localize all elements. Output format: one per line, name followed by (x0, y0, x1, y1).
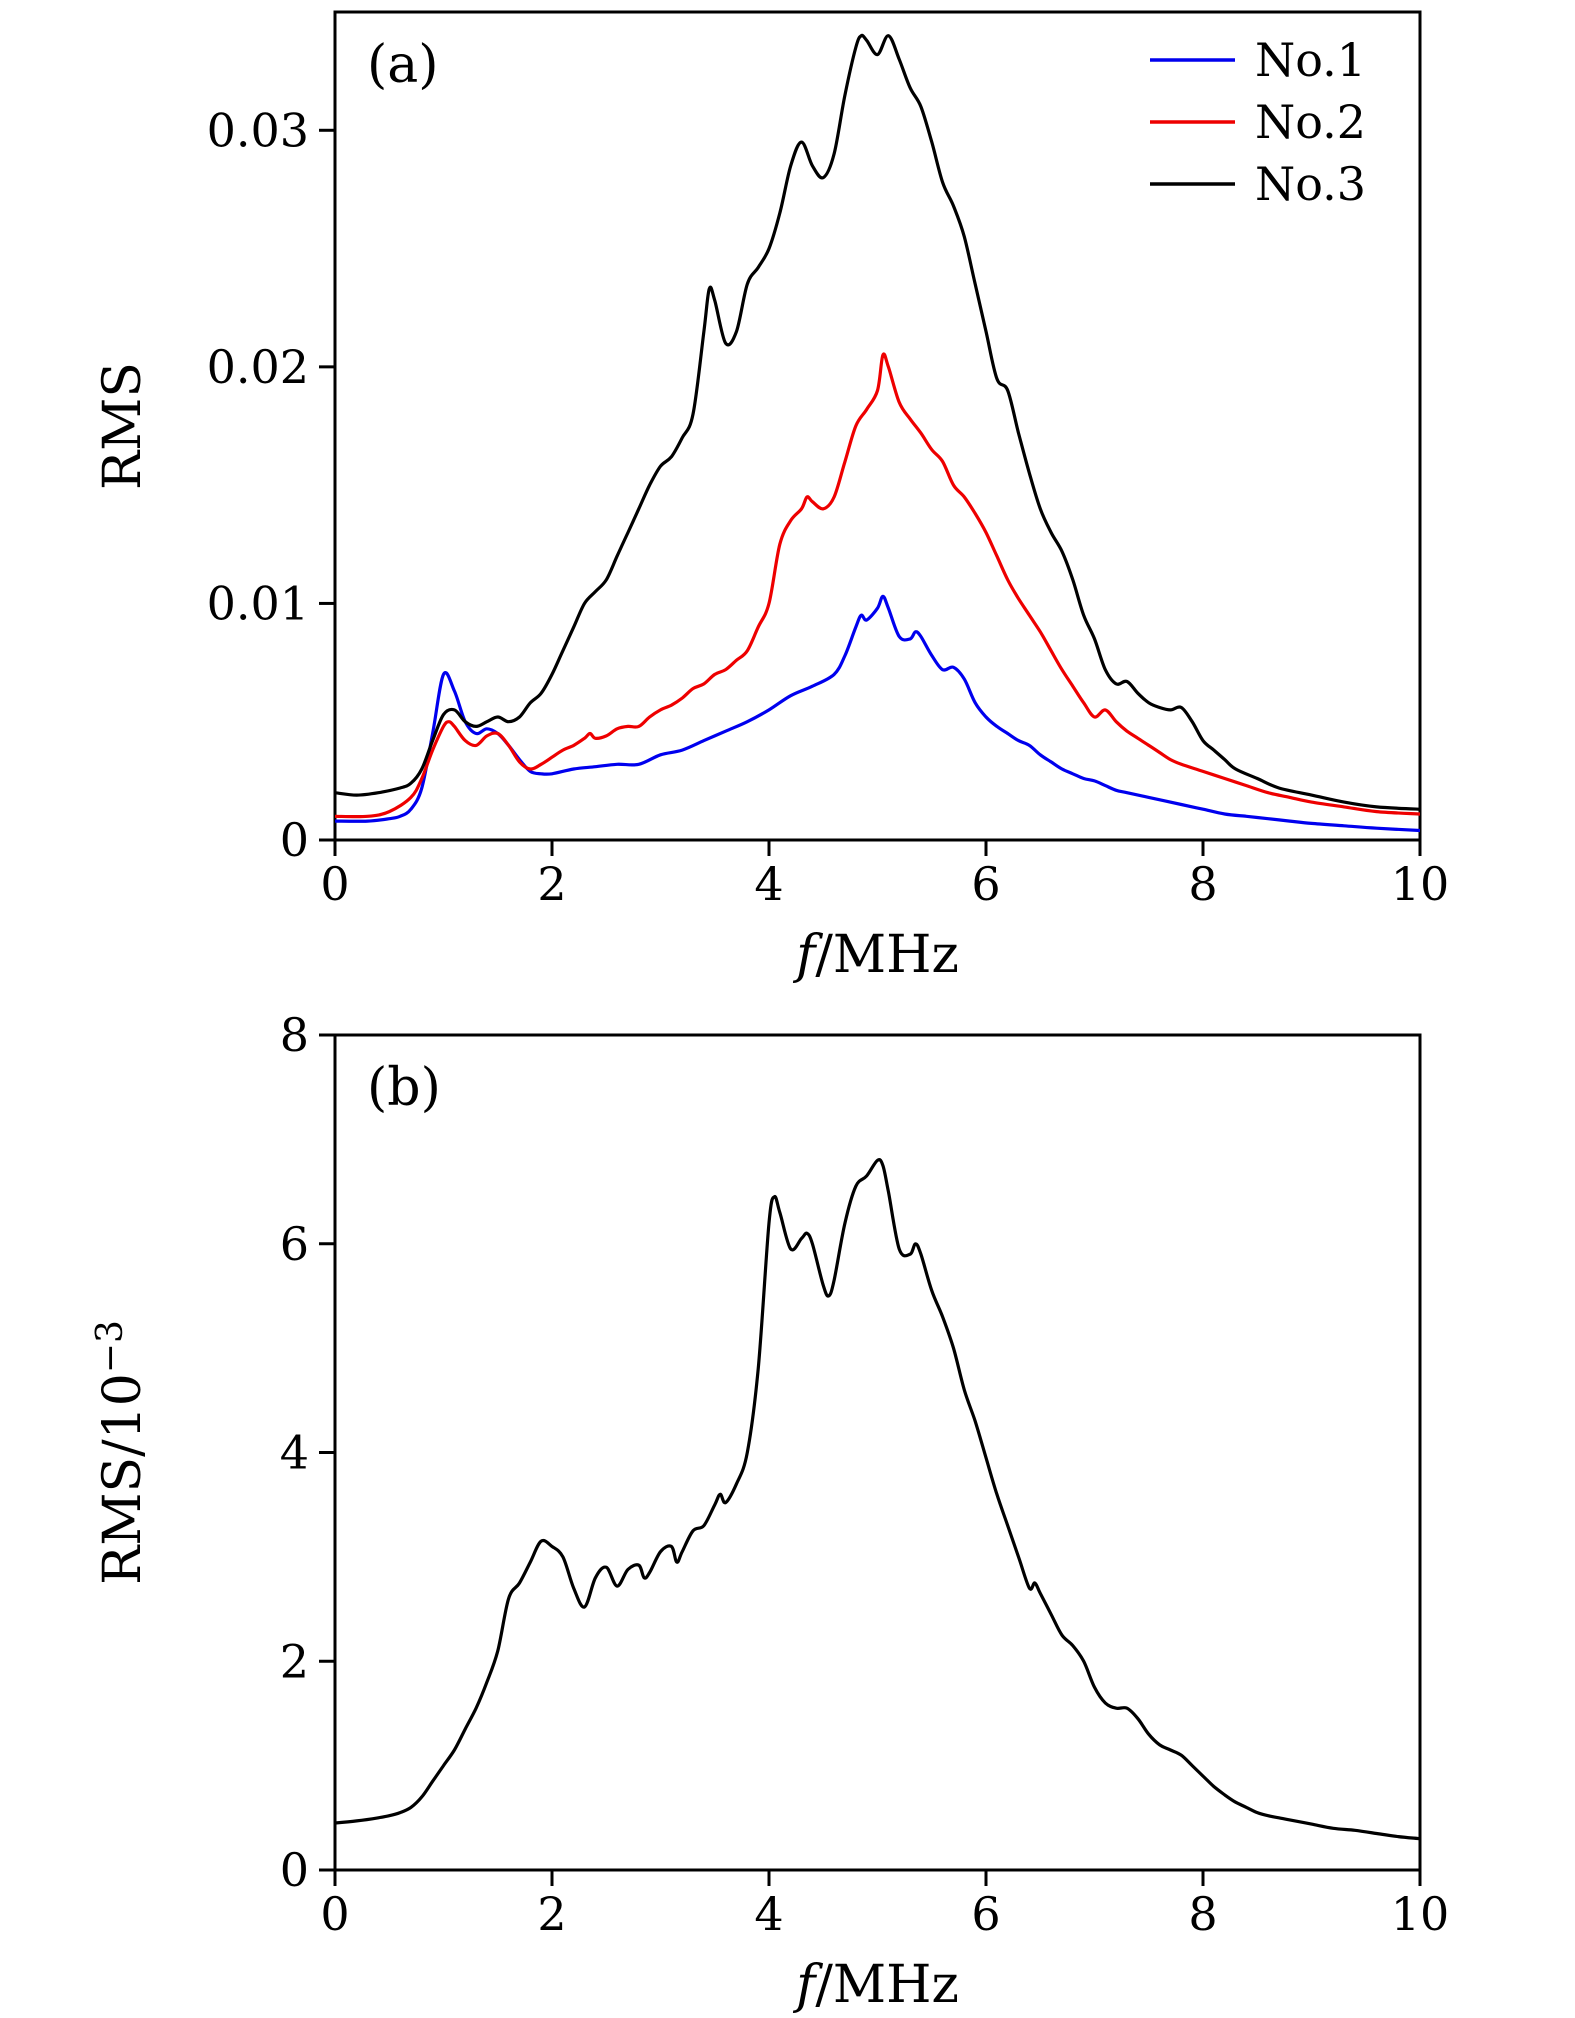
y-tick-label: 0.02 (207, 340, 309, 394)
legend: No.1 No.2 No.3 (1150, 33, 1366, 211)
y-tick-label: 6 (280, 1217, 309, 1271)
y-tick-label: 8 (280, 1009, 309, 1062)
x-tick-label: 4 (754, 857, 783, 911)
y-tick-label: 0.03 (207, 103, 309, 157)
x-axis-label: f/MHz (792, 1955, 959, 2015)
y-axis-label: RMS (93, 362, 153, 490)
series-line-No.3 (335, 33, 1420, 811)
y-tick-label: 2 (280, 1634, 309, 1688)
legend-label: No.2 (1255, 95, 1366, 149)
x-tick-label: 4 (754, 1887, 783, 1941)
series-line-No.1 (335, 594, 1420, 833)
x-tick-label: 2 (537, 1887, 566, 1941)
y-tick-label: 4 (280, 1426, 309, 1480)
x-tick-label: 0 (320, 1887, 349, 1941)
x-axis-label: f/MHz (792, 925, 959, 985)
series-line-RMS (335, 1158, 1420, 1841)
y-tick-label: 0 (280, 1843, 309, 1897)
x-tick-label: 6 (971, 1887, 1000, 1941)
legend-label: No.3 (1255, 157, 1366, 211)
panel-label: (a) (367, 35, 439, 95)
x-tick-label: 10 (1391, 857, 1450, 911)
x-tick-label: 6 (971, 857, 1000, 911)
x-tick-label: 8 (1188, 857, 1217, 911)
series-line-No.2 (335, 352, 1420, 819)
plot-box (333, 10, 1422, 842)
panel-label: (b) (367, 1058, 441, 1118)
y-tick-label: 0 (280, 813, 309, 867)
x-tick-label: 10 (1391, 1887, 1450, 1941)
y-tick-label: 0.01 (207, 576, 309, 630)
x-tick-label: 2 (537, 857, 566, 911)
legend-label: No.1 (1255, 33, 1366, 87)
y-axis-label: RMS/10−3 (90, 1320, 153, 1585)
x-tick-label: 8 (1188, 1887, 1217, 1941)
x-tick-label: 0 (320, 857, 349, 911)
chart-panel-b: 0 2 4 6 8 10 0 2 4 6 8 f/MHz RMS/10−3 (b) (90, 1009, 1450, 2015)
